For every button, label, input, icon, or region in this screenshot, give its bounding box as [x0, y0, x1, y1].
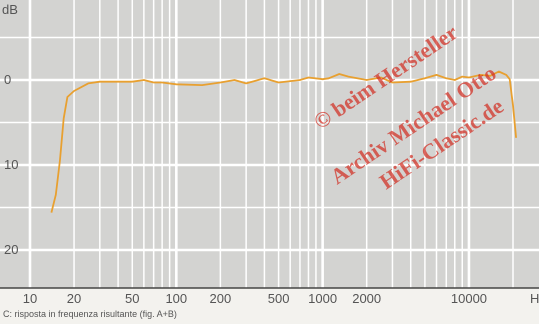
tick-labels: dB 0 10 20 10 20 50 100 200 500 1000 2000 10000 H	[2, 2, 539, 306]
plot-area	[0, 0, 539, 288]
x-tick-label: 10	[23, 291, 37, 306]
x-unit-label: H	[530, 291, 539, 306]
response-curve	[50, 70, 517, 213]
x-tick-label: 200	[210, 291, 232, 306]
x-tick-label: 2000	[352, 291, 381, 306]
x-tick-label: 1000	[308, 291, 337, 306]
x-tick-label: 50	[125, 291, 139, 306]
x-tick-label: 500	[268, 291, 290, 306]
x-tick-label: 100	[165, 291, 187, 306]
series-layer	[50, 70, 517, 213]
y-tick-label: 20	[4, 242, 18, 257]
x-tick-label: 10000	[451, 291, 487, 306]
grid-lines	[0, 0, 539, 289]
figure-caption: C: risposta in frequenza risultante (fig…	[3, 309, 177, 319]
y-tick-label: 0	[4, 72, 11, 87]
y-unit-label: dB	[2, 2, 18, 17]
y-tick-label: 10	[4, 157, 18, 172]
x-tick-label: 20	[67, 291, 81, 306]
